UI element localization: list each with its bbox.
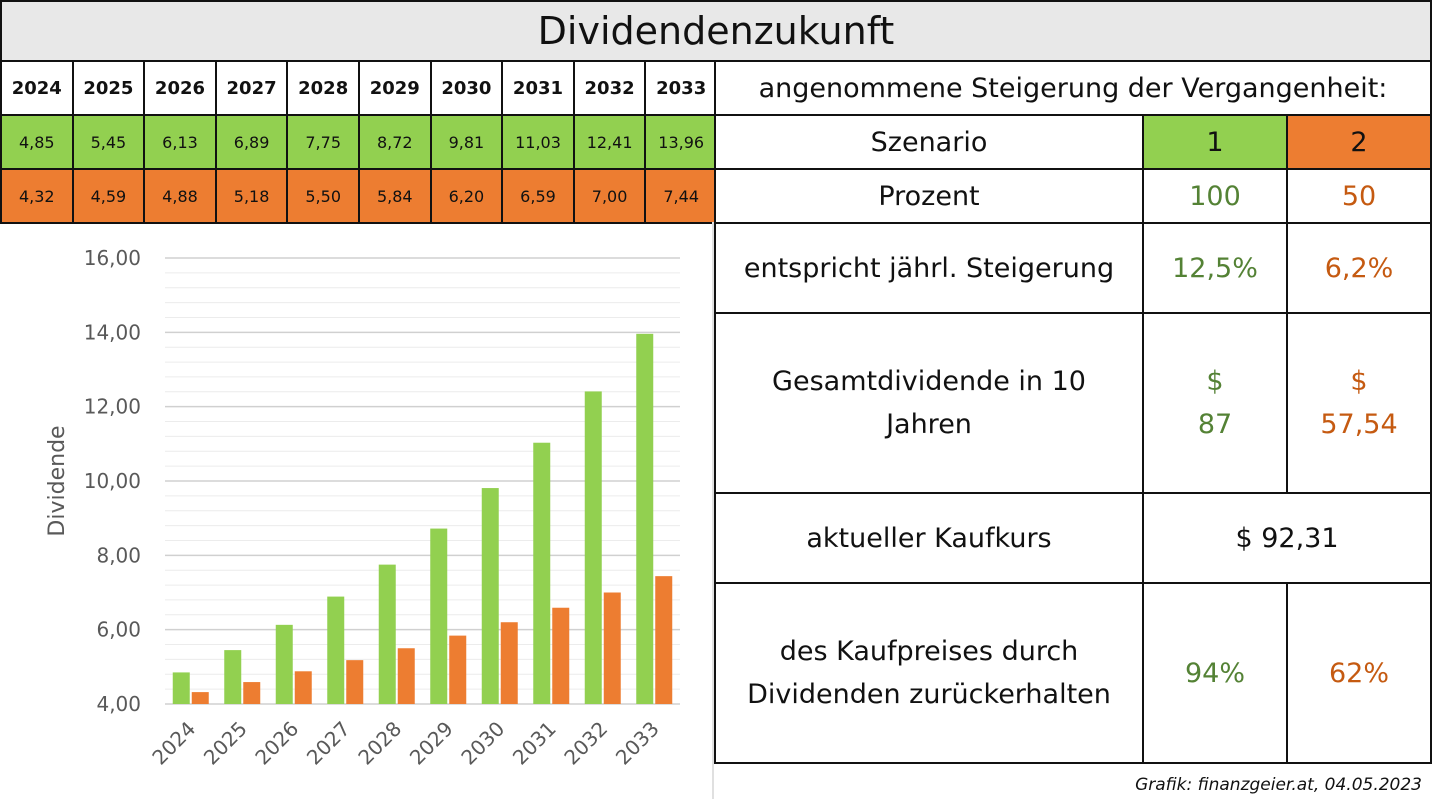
- x-tick-label: 2025: [199, 717, 252, 770]
- bar-series1-2024: [172, 672, 190, 704]
- y-axis-label: Dividende: [45, 425, 70, 536]
- credit: Grafik: finanzgeier.at, 04.05.2023: [1135, 775, 1422, 795]
- scenario1-value-2030: 9,81: [429, 114, 504, 170]
- bar-series1-2028: [378, 564, 396, 704]
- scenario2-value-2024: 4,32: [0, 168, 74, 224]
- bar-series1-2031: [533, 442, 551, 704]
- scenario-header: angenommene Steigerung der Vergangenheit…: [714, 60, 1432, 116]
- bar-series1-2030: [481, 488, 499, 704]
- steigerung-2: 6,2%: [1286, 222, 1432, 314]
- scenario2-value-2026: 4,88: [143, 168, 217, 224]
- gesamtdividende-1-symbol: $: [1206, 365, 1224, 397]
- y-tick-label: 16,00: [84, 246, 141, 270]
- prozent-1: 100: [1142, 168, 1288, 224]
- bar-series2-2027: [346, 660, 364, 704]
- scenario2-value-2029: 5,84: [358, 168, 432, 224]
- gesamtdividende-label-line1: Gesamtdividende in 10: [772, 365, 1086, 397]
- x-tick-label: 2024: [147, 717, 200, 770]
- zurueckerhalten-label: des Kaufpreises durch Dividenden zurücke…: [714, 582, 1144, 764]
- year-header-2032: 2032: [572, 60, 647, 116]
- scenario1-value-2024: 4,85: [0, 114, 74, 170]
- x-tick-label: 2026: [250, 717, 303, 770]
- bar-series1-2029: [430, 528, 448, 704]
- gesamtdividende-1-value: 87: [1197, 409, 1233, 440]
- year-header-2026: 2026: [143, 60, 217, 116]
- gesamtdividende-2-symbol: $: [1350, 365, 1368, 397]
- scenario1-value-2033: 13,96: [644, 114, 718, 170]
- scenario1-value-2027: 6,89: [214, 114, 289, 170]
- scenario2-value-2025: 4,59: [71, 168, 146, 224]
- scenario2-value-2033: 7,44: [644, 168, 718, 224]
- y-tick-label: 10,00: [84, 469, 141, 493]
- gesamtdividende-2: $ 57,54: [1286, 312, 1432, 494]
- y-tick-label: 6,00: [96, 618, 141, 642]
- y-tick-label: 4,00: [96, 692, 141, 716]
- year-header-2028: 2028: [286, 60, 360, 116]
- scenario1-value-2026: 6,13: [143, 114, 217, 170]
- year-header-2030: 2030: [429, 60, 504, 116]
- kaufkurs-label: aktueller Kaufkurs: [714, 492, 1144, 584]
- year-header-2033: 2033: [644, 60, 718, 116]
- x-tick-label: 2027: [302, 717, 355, 770]
- year-header-2031: 2031: [501, 60, 575, 116]
- zurueckerhalten-label-line1: des Kaufpreises durch: [779, 635, 1079, 667]
- bar-series1-2033: [636, 333, 654, 704]
- gesamtdividende-1: $ 87: [1142, 312, 1288, 494]
- year-header-2029: 2029: [358, 60, 432, 116]
- bar-series2-2025: [243, 682, 261, 704]
- y-tick-label: 12,00: [84, 395, 141, 419]
- bar-series2-2032: [603, 592, 621, 704]
- szenario-label: Szenario: [714, 114, 1144, 170]
- year-header-2027: 2027: [214, 60, 289, 116]
- scenario1-value-2031: 11,03: [501, 114, 575, 170]
- zurueckerhalten-2: 62%: [1286, 582, 1432, 764]
- year-header-2025: 2025: [71, 60, 146, 116]
- bar-series2-2024: [191, 692, 209, 704]
- page-title: Dividendenzukunft: [0, 0, 1432, 62]
- szenario-2: 2: [1286, 114, 1432, 170]
- bar-series2-2031: [552, 607, 570, 704]
- scenario1-value-2032: 12,41: [572, 114, 647, 170]
- zurueckerhalten-1: 94%: [1142, 582, 1288, 764]
- scenario2-value-2028: 5,50: [286, 168, 360, 224]
- year-header-2024: 2024: [0, 60, 74, 116]
- scenario2-value-2032: 7,00: [572, 168, 647, 224]
- scenario2-value-2030: 6,20: [429, 168, 504, 224]
- x-tick-label: 2031: [508, 717, 561, 770]
- x-tick-label: 2032: [559, 717, 612, 770]
- chart-area: 4,00 6,00 8,00 10,00 12,00 14,00 16,00 Dividend…: [0, 222, 714, 799]
- gesamtdividende-2-value: 57,54: [1320, 409, 1398, 440]
- bar-series2-2029: [449, 635, 467, 704]
- bar-series1-2027: [327, 596, 345, 704]
- x-tick-label: 2030: [456, 717, 509, 770]
- gesamtdividende-label: Gesamtdividende in 10 Jahren: [714, 312, 1144, 494]
- bar-series2-2028: [397, 648, 415, 704]
- kaufkurs-value: $ 92,31: [1142, 492, 1432, 584]
- scenario1-value-2028: 7,75: [286, 114, 360, 170]
- scenario2-value-2031: 6,59: [501, 168, 575, 224]
- bar-series2-2033: [655, 576, 673, 704]
- x-tick-label: 2033: [611, 717, 664, 770]
- dividend-bar-chart: 4,00 6,00 8,00 10,00 12,00 14,00 16,00 Dividend…: [45, 246, 680, 770]
- prozent-2: 50: [1286, 168, 1432, 224]
- scenario1-value-2025: 5,45: [71, 114, 146, 170]
- x-tick-label: 2029: [405, 717, 458, 770]
- steigerung-label: entspricht jährl. Steigerung: [714, 222, 1144, 314]
- gesamtdividende-label-line2: Jahren: [886, 409, 972, 440]
- scenario2-value-2027: 5,18: [214, 168, 289, 224]
- bar-series1-2026: [275, 624, 293, 704]
- scenario1-value-2029: 8,72: [358, 114, 432, 170]
- bar-series1-2025: [224, 650, 242, 704]
- szenario-1: 1: [1142, 114, 1288, 170]
- bar-series1-2032: [584, 391, 602, 704]
- steigerung-1: 12,5%: [1142, 222, 1288, 314]
- prozent-label: Prozent: [714, 168, 1144, 224]
- bar-series2-2030: [500, 622, 518, 704]
- bar-series2-2026: [294, 671, 312, 704]
- x-tick-label: 2028: [353, 717, 406, 770]
- y-tick-label: 8,00: [96, 543, 141, 567]
- zurueckerhalten-label-line2: Dividenden zurückerhalten: [747, 679, 1111, 710]
- y-tick-label: 14,00: [84, 320, 141, 344]
